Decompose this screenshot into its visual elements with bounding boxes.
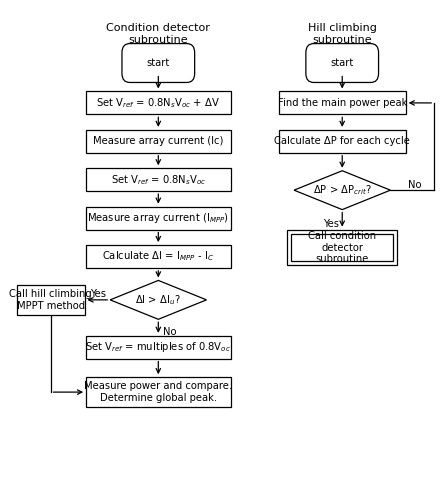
FancyBboxPatch shape [306, 44, 379, 82]
Text: ΔI > ΔI$_u$?: ΔI > ΔI$_u$? [135, 293, 181, 307]
Bar [86, 92, 231, 114]
Bar [86, 245, 231, 268]
Text: Set V$_{ref}$ = 0.8N$_s$V$_{oc}$: Set V$_{ref}$ = 0.8N$_s$V$_{oc}$ [111, 173, 206, 186]
Bar [279, 130, 406, 153]
Text: ΔP > ΔP$_{crit}$?: ΔP > ΔP$_{crit}$? [313, 184, 372, 197]
Text: Yes: Yes [323, 218, 339, 228]
Text: Set V$_{ref}$ = 0.8N$_s$V$_{oc}$ + ΔV: Set V$_{ref}$ = 0.8N$_s$V$_{oc}$ + ΔV [96, 96, 220, 110]
Text: Find the main power peak: Find the main power peak [277, 98, 407, 108]
Text: Set V$_{ref}$ = multiples of 0.8V$_{oc}$: Set V$_{ref}$ = multiples of 0.8V$_{oc}$ [86, 340, 231, 354]
Polygon shape [110, 280, 207, 320]
Text: Call hill climbing
MPPT method: Call hill climbing MPPT method [9, 289, 92, 310]
Bar [86, 336, 231, 358]
Text: Condition detector
subroutine: Condition detector subroutine [106, 23, 210, 44]
Text: Calculate ΔP for each cycle: Calculate ΔP for each cycle [274, 136, 410, 146]
Text: Call condition
detector
subroutine: Call condition detector subroutine [308, 231, 376, 264]
Bar [86, 130, 231, 153]
Text: Hill climbing
subroutine: Hill climbing subroutine [308, 23, 377, 44]
Text: No: No [163, 327, 176, 337]
Bar [288, 230, 397, 266]
Text: Calculate ΔI = I$_{MPP}$ - I$_C$: Calculate ΔI = I$_{MPP}$ - I$_C$ [102, 250, 215, 264]
Text: Yes: Yes [90, 289, 106, 299]
Text: Measure power and compare.
Determine global peak.: Measure power and compare. Determine glo… [84, 382, 233, 403]
Bar [86, 206, 231, 230]
Bar [17, 285, 85, 315]
Bar [279, 92, 406, 114]
Bar [86, 377, 231, 407]
Text: No: No [408, 180, 421, 190]
Text: Measure array current (I$_{MPP}$): Measure array current (I$_{MPP}$) [87, 211, 229, 225]
Text: start: start [331, 58, 354, 68]
Bar [86, 168, 231, 191]
Text: start: start [146, 58, 170, 68]
FancyBboxPatch shape [122, 44, 194, 82]
Polygon shape [294, 170, 390, 209]
Bar [291, 234, 393, 262]
Text: Measure array current (Ic): Measure array current (Ic) [93, 136, 224, 146]
